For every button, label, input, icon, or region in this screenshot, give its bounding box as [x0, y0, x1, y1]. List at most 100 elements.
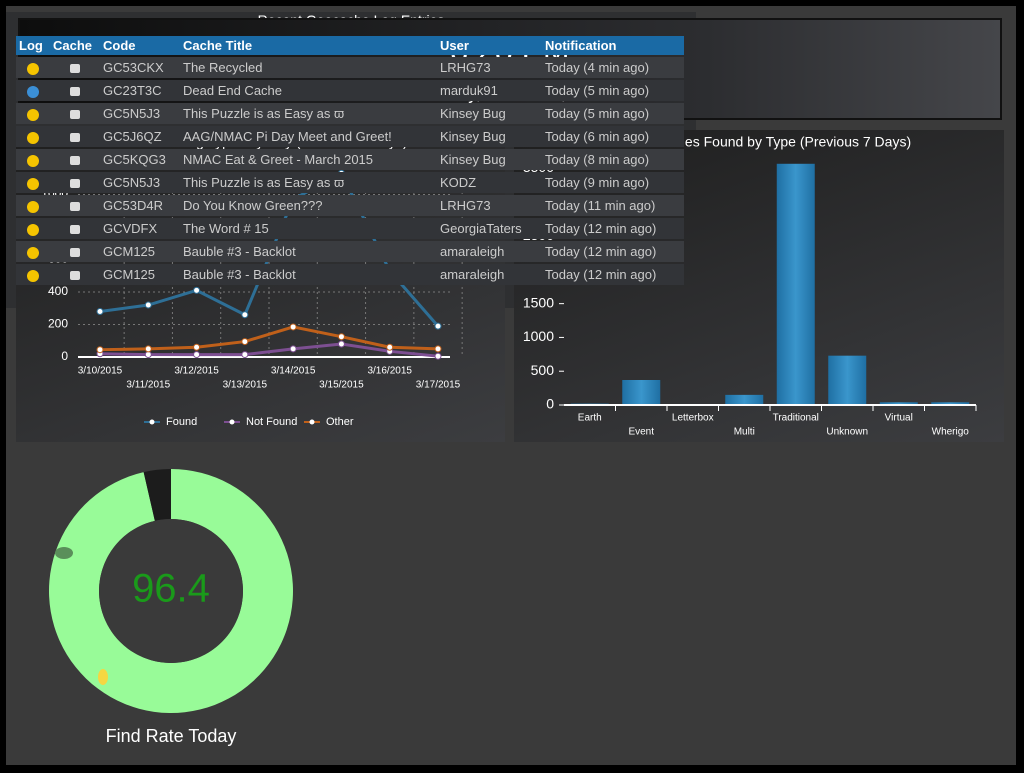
x-tick-label: Wherigo [932, 427, 970, 438]
point [241, 338, 249, 346]
point [434, 352, 442, 360]
cell: Today (12 min ago) [542, 264, 684, 285]
cell: GC5J6QZ [100, 126, 180, 147]
cell: GCM125 [100, 241, 180, 262]
log-icon [27, 154, 39, 167]
log-icon-cell [16, 218, 50, 239]
chart-title: Geocaches Found by Type (Previous 7 Days… [629, 134, 911, 150]
point [241, 311, 249, 319]
cell: Today (6 min ago) [542, 126, 684, 147]
column-header: Notification [542, 36, 684, 55]
log-icon-cell [16, 103, 50, 124]
log-icon-cell [16, 241, 50, 262]
cell: Today (4 min ago) [542, 57, 684, 78]
log-icon-cell [16, 264, 50, 285]
x-tick-label: Unknown [826, 427, 868, 438]
log-icon-cell [16, 126, 50, 147]
x-tick-label: 3/17/2015 [416, 380, 461, 391]
log-icon-cell [16, 57, 50, 78]
y-tick-label: 1500 [523, 294, 554, 310]
x-tick-label: Virtual [885, 413, 913, 424]
legend-label: Other [326, 416, 354, 428]
cache-icon-cell [50, 172, 100, 193]
icon [98, 669, 108, 685]
cache-icon [70, 110, 80, 120]
cell: This Puzzle is as Easy as ϖ [180, 172, 437, 193]
cache-icon-cell [50, 57, 100, 78]
log-icon [27, 108, 39, 121]
point [193, 343, 201, 351]
cell: GC5KQG3 [100, 149, 180, 170]
log-icon [27, 131, 39, 144]
bar [828, 355, 867, 405]
point [289, 323, 297, 331]
x-tick-label: 3/15/2015 [319, 380, 364, 391]
cache-icon [70, 248, 80, 258]
column-header: Code [100, 36, 180, 55]
dashboard: 3:28 PM Tuesday, March 17, 2015 Geocache… [6, 6, 1016, 765]
cell: GCM125 [100, 264, 180, 285]
log-panel: Recent Geocache Log Entries LogCacheCode… [6, 12, 696, 308]
point [337, 340, 345, 348]
column-header: User [437, 36, 542, 55]
cache-icon [70, 133, 80, 143]
column-header: Log [16, 36, 50, 55]
donut-title: Find Rate Today [106, 726, 237, 746]
cell: Do You Know Green??? [180, 195, 437, 216]
point [289, 345, 297, 353]
log-icon [27, 177, 39, 190]
log-icon-cell [16, 80, 50, 101]
log-icon [27, 200, 39, 213]
log-icon [27, 246, 39, 259]
y-tick-label: 0 [546, 396, 554, 412]
cache-icon-cell [50, 80, 100, 101]
bar [879, 402, 918, 405]
point [144, 345, 152, 353]
cell: Dead End Cache [180, 80, 437, 101]
icon [55, 547, 73, 559]
cell: AAG/NMAC Pi Day Meet and Greet! [180, 126, 437, 147]
cache-icon-cell [50, 195, 100, 216]
x-tick-label: 3/10/2015 [78, 366, 123, 377]
cache-icon [70, 179, 80, 189]
log-icon [27, 223, 39, 236]
y-tick-label: 200 [48, 317, 68, 331]
log-row: GCM125 Bauble #3 - Backlot amaraleigh Today… [16, 264, 684, 285]
cache-icon [70, 225, 80, 235]
cache-icon [70, 64, 80, 74]
point [434, 322, 442, 330]
cell: amaraleigh [437, 264, 542, 285]
x-tick-label: 3/14/2015 [271, 366, 316, 377]
cell: GC23T3C [100, 80, 180, 101]
point [144, 351, 152, 359]
donut-chart: 96.4 Find Rate Today [49, 469, 293, 746]
cache-icon-cell [50, 149, 100, 170]
log-icon [27, 62, 39, 75]
log-row: GC23T3C Dead End Cache marduk91 Today (5 mi… [16, 80, 684, 101]
cache-icon-cell [50, 218, 100, 239]
cache-icon [70, 156, 80, 166]
legend-label: Found [166, 416, 197, 428]
cell: This Puzzle is as Easy as ϖ [180, 103, 437, 124]
header-row: Log Cache Code Cache Title User Notification [16, 36, 684, 55]
point [241, 351, 249, 359]
cell: NMAC Eat & Greet - March 2015 [180, 149, 437, 170]
log-icon-cell [16, 172, 50, 193]
cell: Bauble #3 - Backlot [180, 241, 437, 262]
cell: GC5N5J3 [100, 103, 180, 124]
cell: The Recycled [180, 57, 437, 78]
cell: LRHG73 [437, 57, 542, 78]
log-row: GC53D4R Do You Know Green??? LRHG73 Today (… [16, 195, 684, 216]
cell: Bauble #3 - Backlot [180, 264, 437, 285]
x-tick-label: Traditional [773, 413, 819, 424]
log-row: GC5J6QZ AAG/NMAC Pi Day Meet and Greet! Ki… [16, 126, 684, 147]
point [96, 346, 104, 354]
log-row: GCM125 Bauble #3 - Backlot amaraleigh Today… [16, 241, 684, 262]
point [96, 308, 104, 315]
center-value: 96.4 [132, 567, 210, 611]
bar [725, 394, 764, 405]
cache-icon [70, 202, 80, 212]
donut-hole [99, 519, 243, 663]
y-tick-label: 1000 [523, 328, 554, 344]
bar [931, 402, 970, 405]
